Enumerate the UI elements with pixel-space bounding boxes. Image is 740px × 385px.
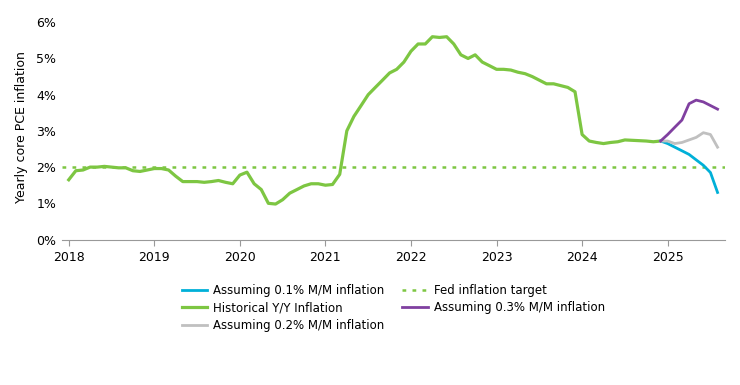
Y-axis label: Yearly core PCE inflation: Yearly core PCE inflation xyxy=(15,51,28,203)
Legend: Assuming 0.1% M/M inflation, Historical Y/Y Inflation, Assuming 0.2% M/M inflati: Assuming 0.1% M/M inflation, Historical … xyxy=(177,279,610,337)
